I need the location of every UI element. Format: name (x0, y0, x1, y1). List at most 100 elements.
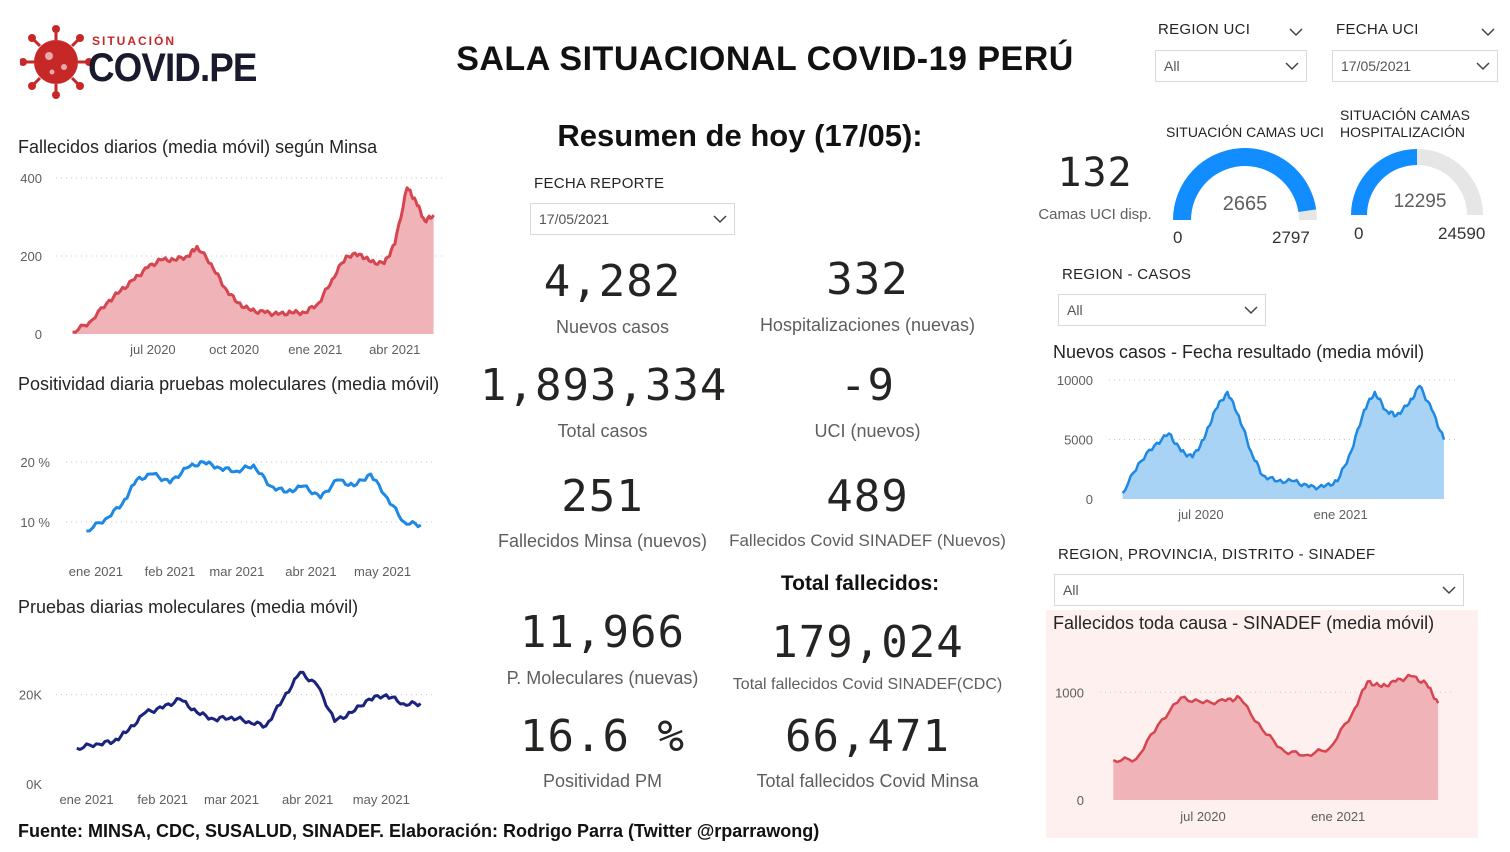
y-tick-label: 20K (19, 688, 42, 703)
chevron-down-icon[interactable] (1478, 22, 1498, 42)
virus-icon (19, 25, 93, 99)
chart-title-fallecidos: Fallecidos diarios (media móvil) según M… (18, 137, 378, 157)
x-tick-label: abr 2021 (285, 564, 336, 579)
kpi-total-sinadef-label: Total fallecidos Covid SINADEF(CDC) (732, 676, 1003, 693)
chart-positividad: 10 % 20 % ene 2021 feb 2021 mar 2021 abr 2021… (20, 455, 436, 579)
fecha-reporte-label: FECHA REPORTE (534, 175, 665, 192)
kpi-hospitalizaciones-value: 332 (826, 254, 909, 305)
chart-title-pruebas: Pruebas diarias moleculares (media móvil… (18, 597, 359, 617)
y-tick-label: 10 % (20, 515, 50, 530)
gauge-hosp-title: SITUACIÓN CAMAS HOSPITALIZACIÓN (1340, 107, 1470, 140)
fecha-uci-dropdown[interactable]: 17/05/2021 (1332, 50, 1498, 82)
region-uci-dropdown[interactable]: All (1155, 50, 1307, 82)
chart-title-sinadef: Fallecidos toda causa - SINADEF (media m… (1053, 613, 1435, 633)
gauge-uci-max: 2797 (1272, 228, 1310, 247)
kpi-positividad-value: 16.6 % (520, 711, 685, 762)
series-line (76, 670, 422, 751)
summary-title: Resumen de hoy (17/05): (557, 118, 923, 153)
fecha-reporte-dropdown[interactable]: 17/05/2021 (530, 203, 735, 235)
chart-casos: 0 5000 10000 jul 2020 ene 2021 (1057, 373, 1458, 522)
y-tick-label: 400 (20, 171, 42, 186)
chevron-down-icon (1237, 295, 1265, 325)
kpi-positividad-label: Positividad PM (542, 771, 663, 791)
chevron-down-icon (706, 204, 734, 234)
kpi-fallecidos-minsa-value: 251 (561, 471, 644, 522)
y-tick-label: 0 (35, 327, 42, 342)
series-line (86, 460, 422, 533)
fecha-uci-value: 17/05/2021 (1341, 58, 1412, 74)
region-sinadef-value: All (1063, 582, 1079, 598)
series-line (1121, 384, 1446, 494)
x-tick-label: feb 2021 (137, 792, 188, 807)
fecha-reporte-value: 17/05/2021 (539, 211, 610, 227)
total-fallecidos-title: Total fallecidos: (780, 572, 940, 595)
kpi-uci-nuevos-label: UCI (nuevos) (814, 421, 921, 441)
x-tick-label: may 2021 (353, 792, 410, 807)
x-tick-label: ene 2021 (59, 792, 113, 807)
kpi-total-minsa-value: 66,471 (785, 711, 950, 762)
series-line (72, 186, 435, 334)
gauge-uci (1173, 148, 1317, 220)
y-tick-label: 20 % (20, 455, 50, 470)
x-tick-label: jul 2020 (1177, 507, 1224, 522)
chevron-down-icon (1435, 575, 1463, 605)
gauge-uci-min: 0 (1173, 228, 1183, 247)
gauge-uci-title: SITUACIÓN CAMAS UCI (1166, 124, 1324, 140)
chart-sinadef: 0 1000 jul 2020 ene 2021 (1055, 673, 1452, 824)
logo: SITUACIÓN COVID.PE (19, 22, 260, 102)
kpi-fallecidos-minsa-label: Fallecidos Minsa (nuevos) (497, 531, 708, 551)
kpi-uci-nuevos-value: -9 (840, 360, 895, 411)
kpi-total-casos-label: Total casos (557, 421, 648, 441)
y-tick-label: 10000 (1057, 373, 1093, 388)
y-tick-label: 0K (26, 777, 42, 792)
region-uci-value: All (1164, 58, 1180, 74)
uci-disp-value: 132 (1057, 150, 1133, 196)
region-casos-dropdown[interactable]: All (1058, 294, 1266, 326)
kpi-fallecidos-sinadef-label: Fallecidos Covid SINADEF (Nuevos) (729, 531, 1006, 550)
logo-text: COVID.PE (88, 46, 257, 90)
y-tick-label: 0 (1086, 492, 1093, 507)
y-tick-label: 0 (1077, 793, 1084, 808)
x-tick-label: abr 2021 (369, 342, 420, 357)
gauge-fill (1173, 148, 1317, 220)
kpi-hospitalizaciones-label: Hospitalizaciones (nuevas) (759, 315, 976, 335)
footer-source: Fuente: MINSA, CDC, SUSALUD, SINADEF. El… (18, 821, 820, 841)
kpi-moleculares-label: P. Moleculares (nuevas) (506, 668, 699, 688)
area-fill (72, 187, 434, 334)
kpi-total-minsa-label: Total fallecidos Covid Minsa (756, 771, 979, 791)
chevron-down-icon[interactable] (1286, 22, 1306, 42)
series-line (1112, 673, 1440, 764)
chevron-down-icon (1469, 51, 1497, 81)
gauge-hosp-min: 0 (1354, 224, 1364, 243)
uci-disp-label: Camas UCI disp. (1038, 206, 1152, 223)
x-tick-label: jul 2020 (1179, 809, 1226, 824)
x-tick-label: ene 2021 (1311, 809, 1365, 824)
x-tick-label: ene 2021 (69, 564, 123, 579)
chart-title-positividad: Positividad diaria pruebas moleculares (… (18, 374, 440, 394)
chart-pruebas: 0K 20K ene 2021 feb 2021 mar 2021 abr 2021 may… (19, 670, 436, 807)
gauge-hosp-max: 24590 (1438, 224, 1486, 243)
x-tick-label: jul 2020 (129, 342, 176, 357)
x-tick-label: ene 2021 (1313, 507, 1367, 522)
y-tick-label: 5000 (1064, 433, 1093, 448)
y-tick-label: 200 (20, 249, 42, 264)
chart-title-casos: Nuevos casos - Fecha resultado (media mó… (1053, 342, 1425, 362)
region-sinadef-dropdown[interactable]: All (1054, 574, 1464, 606)
y-tick-label: 1000 (1055, 685, 1084, 700)
kpi-nuevos-casos-value: 4,282 (543, 256, 682, 307)
x-tick-label: oct 2020 (209, 342, 259, 357)
x-tick-label: may 2021 (354, 564, 411, 579)
gauge-uci-value: 2665 (1222, 193, 1268, 215)
gauge-hosp (1351, 149, 1483, 215)
gauge-fill (1351, 149, 1417, 215)
x-tick-label: ene 2021 (288, 342, 342, 357)
x-tick-label: mar 2021 (204, 792, 259, 807)
chevron-down-icon (1278, 51, 1306, 81)
kpi-moleculares-value: 11,966 (520, 607, 685, 658)
kpi-total-sinadef-value: 179,024 (771, 617, 964, 668)
kpi-total-casos-value: 1,893,334 (480, 360, 728, 411)
region-sinadef-label: REGION, PROVINCIA, DISTRITO - SINADEF (1058, 546, 1376, 563)
region-uci-label: REGION UCI (1158, 21, 1251, 38)
chart-fallecidos: 0 200 400 jul 2020 oct 2020 ene 2021 abr 2021 (20, 171, 446, 357)
kpi-nuevos-casos-label: Nuevos casos (555, 317, 670, 337)
